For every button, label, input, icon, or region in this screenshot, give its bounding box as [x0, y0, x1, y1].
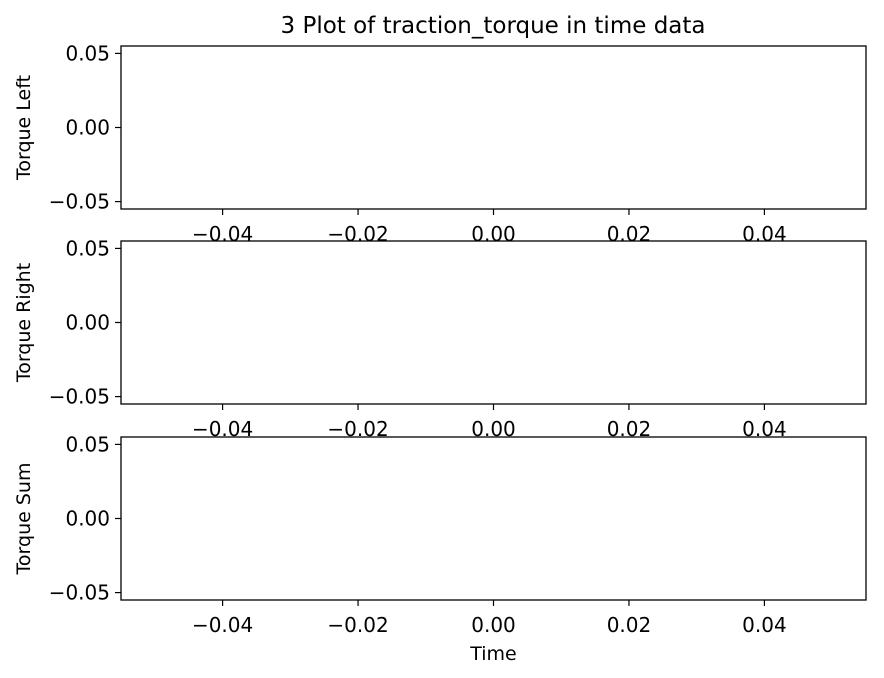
- x-axis-label: Time: [469, 643, 517, 665]
- y-tick-label: 0.00: [65, 116, 110, 140]
- y-tick-label: −0.05: [49, 190, 110, 214]
- x-tick-label: −0.04: [192, 613, 253, 637]
- y-axis-label: Torque Right: [13, 263, 35, 383]
- y-tick-label: 0.00: [65, 507, 110, 531]
- subplot-1: −0.04 −0.02 0.00 0.02 0.04 0.05 0.00 −0.05 Torqu…: [13, 41, 867, 246]
- x-tick-label: 0.02: [607, 613, 652, 637]
- x-tick-label: 0.04: [742, 222, 787, 246]
- y-tick-label: 0.00: [65, 311, 110, 335]
- y-axis-label: Torque Sum: [13, 463, 35, 576]
- figure-title: 3 Plot of traction_torque in time data: [281, 13, 706, 39]
- x-tick-label: 0.00: [471, 222, 516, 246]
- subplot-3: −0.04 −0.02 0.00 0.02 0.04 0.05 0.00 −0.05 Torqu…: [13, 432, 867, 665]
- y-tick-label: 0.05: [65, 41, 110, 65]
- x-tick-label: −0.04: [192, 222, 253, 246]
- subplot-stack: −0.04 −0.02 0.00 0.02 0.04 0.05 0.00 −0.05 Torqu…: [13, 41, 867, 665]
- y-tick-label: −0.05: [49, 581, 110, 605]
- x-tick-label: 0.00: [471, 613, 516, 637]
- y-tick-label: 0.05: [65, 432, 110, 456]
- x-tick-label: 0.02: [607, 222, 652, 246]
- y-axis-label: Torque Left: [13, 75, 35, 181]
- y-tick-label: 0.05: [65, 236, 110, 260]
- x-tick-label: 0.04: [742, 613, 787, 637]
- x-tick-label: −0.02: [327, 613, 388, 637]
- y-tick-label: −0.05: [49, 385, 110, 409]
- x-tick-label: −0.02: [327, 222, 388, 246]
